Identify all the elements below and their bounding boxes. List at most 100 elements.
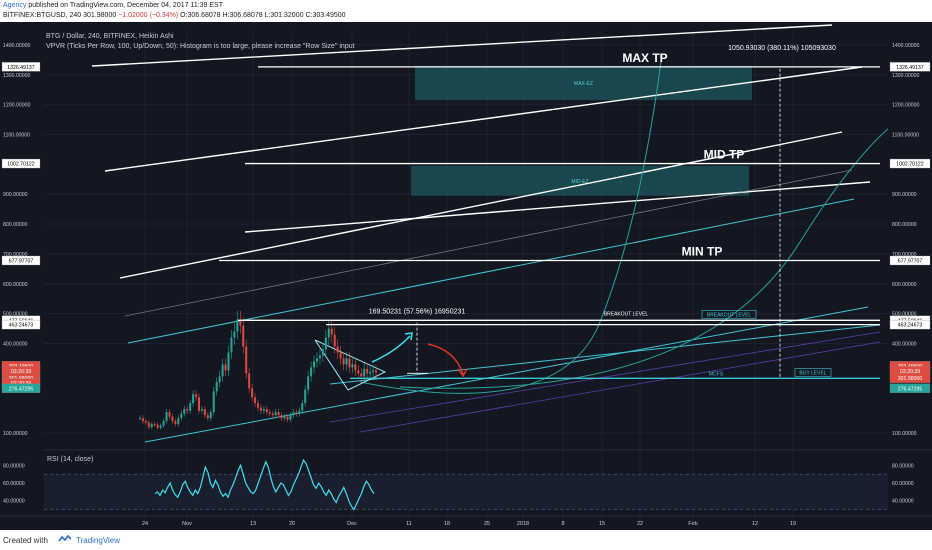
candle-body — [354, 364, 357, 371]
zone-label: MID-EZ — [571, 179, 588, 185]
price-tick-left: 700.00000 — [3, 252, 28, 258]
candle-body — [366, 368, 369, 374]
candle-body — [245, 346, 248, 374]
published-text: published on TradingView.com, December 0… — [28, 2, 224, 9]
price-label-left: 03:20:39 — [11, 369, 31, 375]
publisher-name[interactable]: Agency — [3, 2, 27, 9]
price-label-box — [889, 373, 931, 383]
price-tick-right: 1400.00000 — [892, 43, 920, 49]
candle-body — [254, 397, 257, 404]
price-label-left: 677.97707 — [9, 258, 34, 264]
trend-line — [119, 131, 843, 279]
time-tick: Nov — [182, 521, 192, 527]
time-tick: Feb — [688, 521, 697, 527]
price-axes: 1400.00000 1400.00000 1300.00000 1300.00000… — [0, 22, 932, 450]
candle-body — [310, 367, 313, 377]
price-label-box — [889, 62, 931, 72]
trend-lines — [91, 24, 891, 443]
up-arrow-icon — [371, 335, 411, 363]
symbol-quote: BITFINEX:BTGUSD, 240 301.98000 −1.02000 … — [3, 12, 346, 19]
price-tick-right: 1200.00000 — [892, 103, 920, 109]
candle-body — [168, 412, 171, 417]
tradingview-brand[interactable]: TradingView — [76, 536, 121, 545]
rsi-tick-left: 80.00000 — [3, 463, 25, 469]
annotations: MAX TP MID TP MIN TP BREAKOUT LEVEL BREAKOUT… — [369, 45, 836, 379]
candle-body — [180, 413, 183, 419]
parabolic-curve — [399, 126, 891, 389]
channel-line — [144, 306, 869, 443]
tradingview-logo-icon — [58, 534, 72, 542]
candle-body — [321, 349, 324, 356]
trend-line — [244, 181, 871, 233]
candle-body — [274, 412, 277, 416]
rsi-line — [154, 458, 375, 511]
candle-body — [259, 407, 262, 411]
candle-body — [345, 358, 348, 365]
price-tick-left: 500.00000 — [3, 312, 28, 318]
rsi-band — [44, 474, 888, 510]
candle-body — [286, 416, 289, 420]
channel-line — [127, 198, 855, 344]
price-label-box — [1, 62, 41, 72]
price-tick-left: 1200.00000 — [3, 103, 31, 109]
candle-body — [141, 418, 144, 422]
price-label-left: 1326.49137 — [7, 65, 35, 71]
candle-body — [186, 409, 189, 411]
candle-body — [339, 352, 342, 359]
price-label-box — [1, 158, 41, 169]
candle-body — [139, 418, 141, 420]
trend-line — [104, 66, 863, 172]
time-tick: Dec — [347, 521, 357, 527]
ohlc-close: C:303.49500 — [305, 12, 346, 19]
candle-body — [150, 424, 153, 428]
ohlc-high: H:306.68078 — [222, 12, 263, 19]
time-tick: 24 — [142, 521, 148, 527]
candle-body — [333, 334, 336, 347]
mid-tp-label: MID TP — [704, 148, 745, 162]
rsi-label: RSI (14, close) — [47, 456, 93, 463]
price-label-left: 463.24673 — [9, 323, 34, 329]
price-label-left: 1002.70122 — [7, 162, 35, 168]
price-label-right: 1326.49137 — [896, 65, 924, 71]
candle-body — [165, 412, 168, 422]
candle-body — [372, 370, 375, 372]
price-tick-right: 700.00000 — [892, 252, 917, 258]
candle-body — [298, 410, 301, 414]
time-tick: 22 — [637, 521, 643, 527]
candle-body — [318, 355, 321, 359]
trend-line — [91, 24, 833, 67]
trend-line — [359, 341, 881, 433]
candle-body — [277, 412, 280, 416]
price-tick-left: 400.00000 — [3, 341, 28, 347]
candle-body — [239, 319, 242, 326]
price-tick-right: 800.00000 — [892, 222, 917, 228]
down-arrow-icon — [457, 368, 468, 378]
candle-body — [357, 370, 360, 374]
price-tick-right: 900.00000 — [892, 192, 917, 198]
candle-body — [257, 403, 259, 408]
rsi-tick-right: 60.00000 — [892, 481, 914, 487]
ohlc-open: O:306.68078 — [180, 12, 221, 19]
candle-body — [159, 425, 162, 428]
candle-body — [221, 364, 224, 377]
candle-body — [203, 409, 206, 416]
candle-body — [198, 397, 200, 411]
entry-zone — [411, 165, 749, 196]
price-tick-left: 600.00000 — [3, 282, 28, 288]
price-label-box — [889, 383, 931, 393]
candle-body — [183, 409, 186, 414]
trend-line — [329, 331, 881, 423]
candle-body — [375, 370, 377, 373]
price-label-right: 677.97707 — [898, 258, 923, 264]
time-tick: 25 — [484, 521, 490, 527]
breakout-label: BREAKOUT LEVEL — [604, 311, 649, 317]
price-chart[interactable]: MAX-EZ MID-EZ MAX TP MID TP MIN TP BREAKOUT … — [0, 22, 932, 530]
rsi-pane: RSI (14, close) 80.00000 80.00000 60.00000 6… — [3, 449, 932, 511]
publish-header: Agency published on TradingView.com, Dec… — [0, 0, 932, 22]
grid — [44, 30, 888, 522]
price-label-box — [889, 319, 931, 330]
candle-body — [360, 373, 363, 377]
zone-label: MAX-EZ — [574, 81, 593, 87]
candle-body — [268, 412, 271, 414]
candle-body — [313, 361, 316, 368]
